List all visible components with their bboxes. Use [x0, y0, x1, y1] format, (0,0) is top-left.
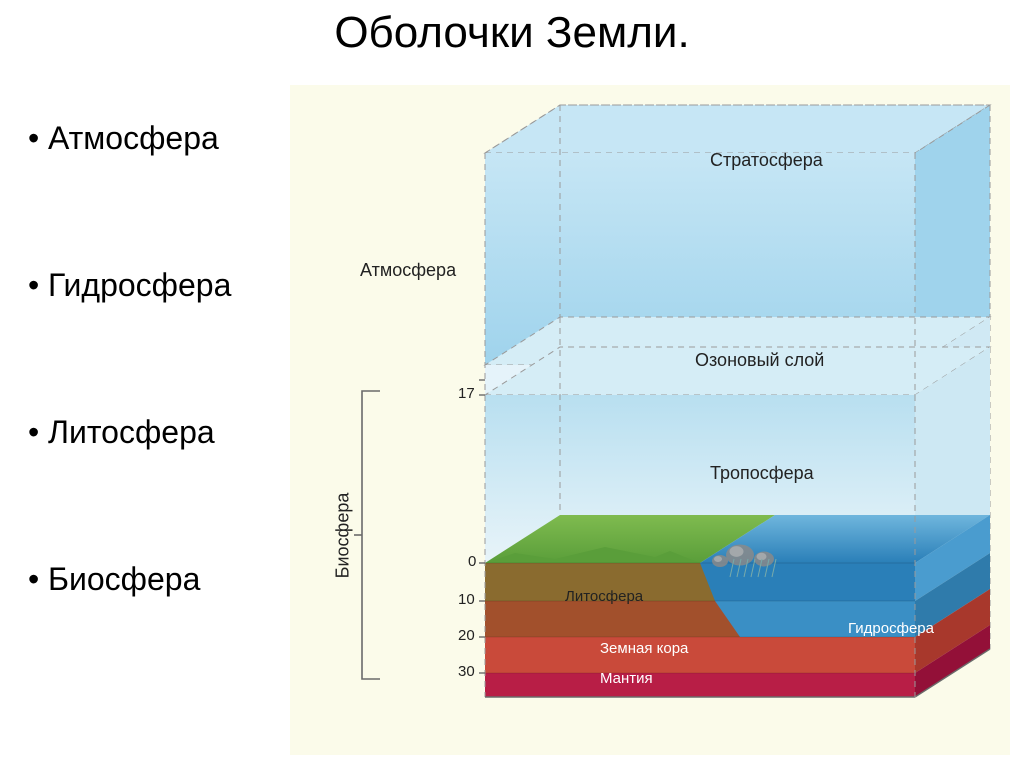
list-item-label: Литосфера [48, 414, 215, 450]
hydrosphere-label: Гидросфера [848, 620, 934, 637]
list-item-label: Атмосфера [48, 120, 219, 156]
diagram-container: Стратосфера Атмосфера Озоновый слой Троп… [290, 85, 1010, 755]
list-item-label: Гидросфера [48, 267, 231, 303]
ozone-label: Озоновый слой [695, 350, 824, 371]
tick-0: 0 [468, 553, 476, 570]
biosphere-label: Биосфера [332, 493, 353, 579]
page-title: Оболочки Земли. [0, 0, 1024, 70]
mantle-label: Мантия [600, 670, 653, 687]
shell-list: •Атмосфера •Гидросфера •Литосфера •Биосф… [28, 120, 231, 708]
tick-10: 10 [458, 591, 475, 608]
atmosphere-label: Атмосфера [360, 260, 456, 281]
tick-30: 30 [458, 663, 475, 680]
lithosphere-label: Литосфера [565, 588, 643, 605]
stratosphere-label: Стратосфера [710, 150, 823, 171]
list-item: •Атмосфера [28, 120, 231, 157]
list-item: •Гидросфера [28, 267, 231, 304]
tick-20: 20 [458, 627, 475, 644]
tick-17: 17 [458, 385, 475, 402]
list-item: •Биосфера [28, 561, 231, 598]
earthcrust-label: Земная кора [600, 640, 688, 657]
list-item: •Литосфера [28, 414, 231, 451]
list-item-label: Биосфера [48, 561, 200, 597]
troposphere-label: Тропосфера [710, 463, 814, 484]
